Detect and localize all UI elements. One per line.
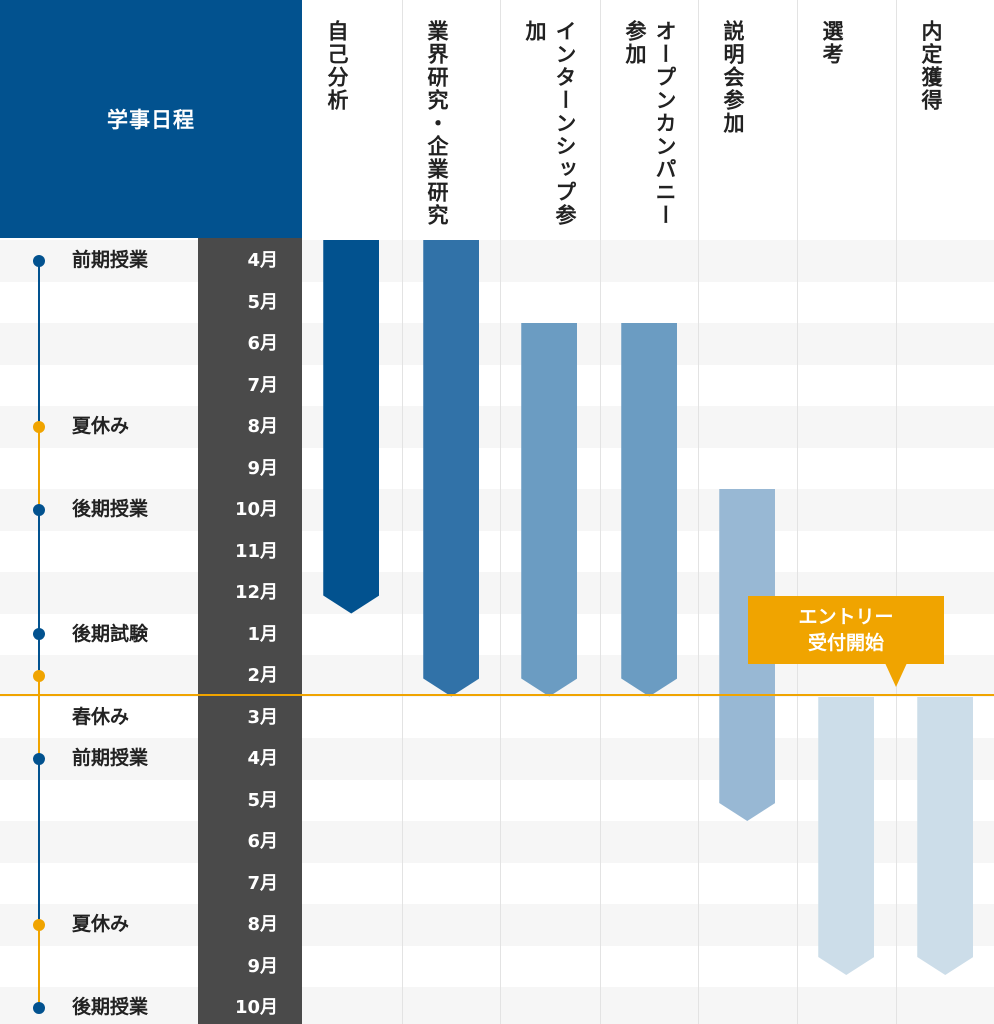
bar-internship <box>521 323 577 697</box>
entry-callout-pointer <box>885 663 907 687</box>
month-label: 6月 <box>247 831 278 852</box>
timeline-dot-orange <box>33 669 45 682</box>
entry-start-line <box>0 694 994 696</box>
row-stripe <box>0 323 994 365</box>
bar-industry-research <box>423 240 479 697</box>
entry-callout-line1: エントリー <box>798 606 894 628</box>
bar-offer <box>917 697 973 976</box>
month-label: 10月 <box>234 997 278 1018</box>
timeline-dot-blue <box>33 628 45 641</box>
bar-open-company <box>621 323 677 697</box>
column-header-open-company: オープンカンパニー参加 <box>623 20 677 227</box>
month-label: 8月 <box>247 416 278 437</box>
month-label: 5月 <box>247 291 278 313</box>
timeline-segment <box>38 509 40 635</box>
timeline-segment <box>38 426 40 510</box>
term-label: 春休み <box>72 705 130 728</box>
term-label: 後期授業 <box>72 498 149 520</box>
month-label: 2月 <box>247 665 278 686</box>
month-label: 1月 <box>247 623 278 645</box>
month-label: 7月 <box>247 872 278 894</box>
term-label: 後期授業 <box>72 996 149 1018</box>
month-label: 11月 <box>234 540 278 562</box>
month-column <box>198 238 302 1024</box>
term-label: 夏休み <box>72 415 130 437</box>
timeline-dot-blue <box>33 503 45 516</box>
month-label: 9月 <box>247 457 278 479</box>
bar-selection <box>818 697 874 976</box>
timeline-segment <box>38 260 40 427</box>
month-label: 8月 <box>247 914 278 935</box>
month-label: 3月 <box>247 706 278 728</box>
column-divider <box>896 0 897 1024</box>
timeline-segment <box>38 634 40 676</box>
row-stripe <box>0 240 994 282</box>
row-stripe <box>0 406 994 448</box>
month-label: 10月 <box>234 499 278 520</box>
month-label: 4月 <box>247 250 278 271</box>
timeline-dot-orange <box>33 918 45 931</box>
entry-callout: エントリー 受付開始 <box>748 596 944 664</box>
row-stripe <box>0 364 994 406</box>
term-label: 後期試験 <box>72 622 149 645</box>
column-header-industry-research: 業界研究・企業研究 <box>425 20 449 227</box>
row-stripe <box>0 489 994 531</box>
timeline-dot-orange <box>33 420 45 433</box>
column-header-offer: 内定獲得 <box>919 20 943 112</box>
month-label: 6月 <box>247 333 278 354</box>
column-divider <box>500 0 501 1024</box>
timeline-dot-blue <box>33 752 45 765</box>
schedule-header-label: 学事日程 <box>107 108 195 132</box>
term-label: 前期授業 <box>72 747 149 769</box>
column-divider <box>402 0 403 1024</box>
entry-callout-line2: 受付開始 <box>807 632 884 654</box>
month-label: 7月 <box>247 374 278 396</box>
timeline-dot-blue <box>33 1001 45 1014</box>
term-label: 夏休み <box>72 913 130 935</box>
row-stripe <box>0 281 994 323</box>
row-stripe <box>0 530 994 572</box>
timeline-segment <box>38 758 40 925</box>
month-label: 12月 <box>234 582 278 603</box>
column-header-selection: 選考 <box>820 20 844 66</box>
row-stripe <box>0 447 994 489</box>
timeline-segment <box>38 924 40 1008</box>
term-label: 前期授業 <box>72 249 149 271</box>
column-divider <box>698 0 699 1024</box>
column-divider <box>600 0 601 1024</box>
timeline-dot-blue <box>33 254 45 267</box>
column-divider <box>797 0 798 1024</box>
timeline-segment <box>38 675 40 759</box>
column-header-internship: インターンシップ参加 <box>523 20 577 227</box>
month-label: 5月 <box>247 789 278 811</box>
bar-self-analysis <box>323 240 379 614</box>
column-header-info-session: 説明会参加 <box>721 20 745 135</box>
month-label: 9月 <box>247 955 278 977</box>
column-header-self-analysis: 自己分析 <box>325 20 349 112</box>
schedule-header: 学事日程 <box>0 0 302 238</box>
row-stripe <box>0 987 994 1024</box>
month-label: 4月 <box>247 748 278 769</box>
